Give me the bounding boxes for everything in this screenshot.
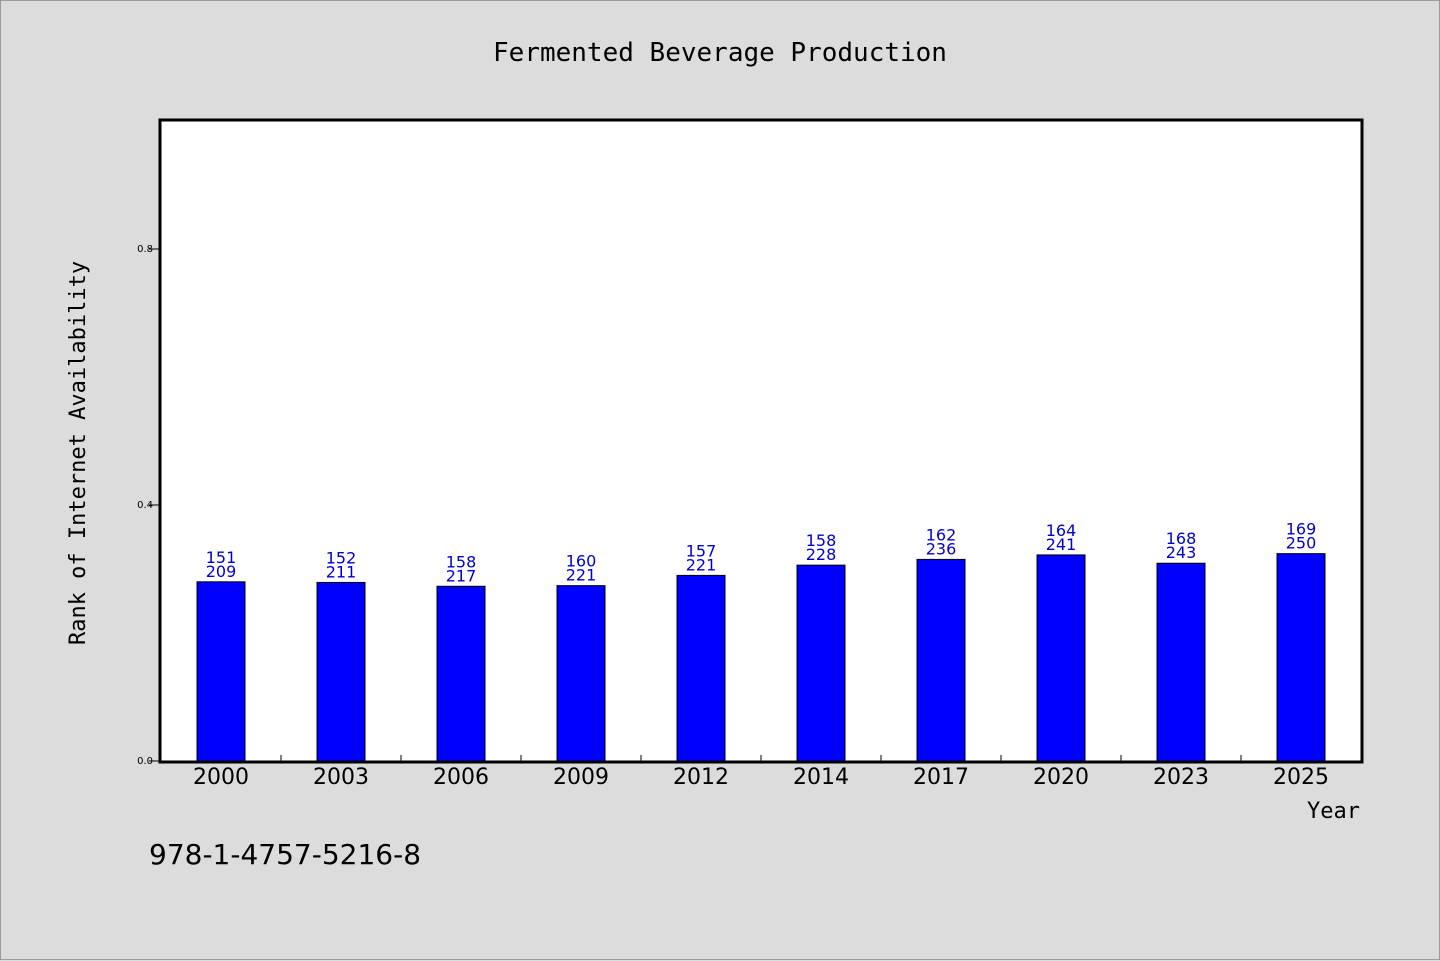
- plot-layer: 0.00.40.82000151209200315221120061582172…: [137, 244, 1329, 790]
- x-tick-label: 2009: [553, 765, 609, 790]
- x-tick-label: 2012: [673, 765, 729, 790]
- data-label: 217: [446, 566, 477, 585]
- bar: [316, 581, 366, 762]
- bar: [556, 585, 606, 762]
- data-label: 160: [566, 552, 597, 571]
- bar: [436, 585, 486, 762]
- data-label: 169: [1286, 520, 1317, 539]
- data-label: 162: [926, 525, 957, 544]
- y-tick-label: 0.0: [137, 756, 153, 767]
- data-label: 168: [1166, 529, 1197, 548]
- data-label: 243: [1166, 543, 1197, 562]
- data-label: 228: [806, 545, 837, 564]
- data-label: 164: [1046, 521, 1077, 540]
- data-label: 209: [206, 562, 237, 581]
- x-tick-label: 2006: [433, 765, 489, 790]
- bar: [1276, 553, 1326, 762]
- data-label: 241: [1046, 535, 1077, 554]
- y-axis-label: Rank of Internet Availability: [66, 261, 91, 645]
- data-label: 158: [446, 552, 477, 571]
- bar: [1036, 554, 1086, 762]
- plot-border: [158, 118, 1364, 764]
- y-tick-label: 0.4: [137, 500, 153, 511]
- data-label: 152: [326, 548, 357, 567]
- data-label: 157: [686, 541, 717, 560]
- x-tick-label: 2017: [913, 765, 969, 790]
- bar: [916, 558, 966, 762]
- data-label: 211: [326, 562, 357, 581]
- bar: [196, 581, 246, 762]
- x-tick-label: 2023: [1153, 765, 1209, 790]
- x-tick-label: 2020: [1033, 765, 1089, 790]
- x-tick-label: 2003: [313, 765, 369, 790]
- data-label: 250: [1286, 534, 1317, 553]
- x-tick-label: 2025: [1273, 765, 1329, 790]
- data-label: 221: [686, 555, 717, 574]
- data-label: 158: [806, 531, 837, 550]
- bar: [676, 574, 726, 762]
- data-label: 236: [926, 539, 957, 558]
- x-tick-label: 2014: [793, 765, 849, 790]
- x-axis-label: Year: [1307, 799, 1360, 824]
- data-label: 221: [566, 566, 597, 585]
- x-tick-label: 2000: [193, 765, 249, 790]
- isbn-label: 978-1-4757-5216-8: [149, 838, 421, 871]
- chart-title: Fermented Beverage Production: [493, 38, 947, 68]
- bar: [1156, 562, 1206, 762]
- bar: [796, 564, 846, 762]
- y-tick-label: 0.8: [137, 244, 153, 255]
- data-label: 151: [206, 548, 237, 567]
